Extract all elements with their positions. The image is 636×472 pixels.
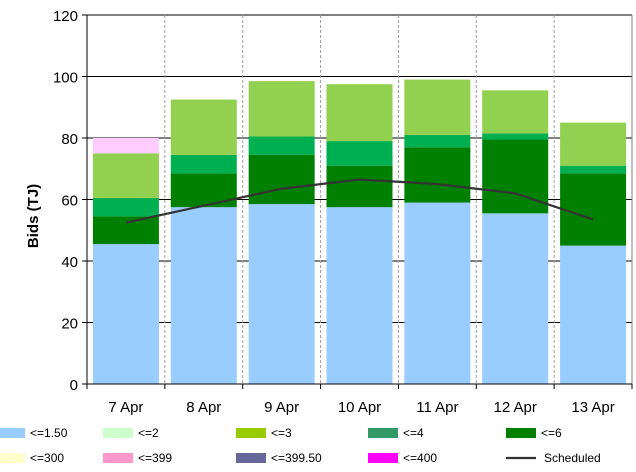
y-tick-label: 60 [61, 193, 78, 210]
legend-swatch [0, 453, 25, 463]
bar-segment [404, 134, 471, 148]
x-tick-label: 10 Apr [338, 399, 381, 416]
legend-swatch [0, 428, 25, 438]
bar-segment [560, 165, 627, 174]
axes: 0 20 40 60 80 100 120 7 Apr 8 Apr 9 Apr 10 Apr 11 A… [53, 8, 633, 416]
bar-segment [248, 136, 315, 155]
legend-label: <=1.50 [30, 426, 68, 440]
bar-segment [404, 79, 471, 135]
bar-segment [560, 122, 627, 166]
bar-segment [482, 213, 549, 384]
x-tick-label: 13 Apr [571, 399, 614, 416]
bar-segment [170, 207, 237, 384]
bar-segment [560, 245, 627, 384]
bar-segment [326, 207, 393, 384]
bar-segment [248, 81, 315, 137]
legend-label: <=399 [138, 451, 172, 465]
legend-swatch [103, 428, 133, 438]
bar-segment [482, 139, 549, 214]
bar-segment [482, 90, 549, 134]
x-tick-label: 11 Apr [416, 399, 458, 416]
legend-swatch [368, 453, 398, 463]
legend-swatch [236, 453, 266, 463]
bar-segment [248, 204, 315, 384]
x-tick-label: 7 Apr [108, 399, 143, 416]
legend: <=1.50 <=2 <=3 <=4 <=6 <=300 <=399 <=399.50 <=40… [0, 426, 601, 465]
y-axis-label: Bids (TJ) [25, 184, 42, 248]
bar-segment [326, 84, 393, 142]
bar-segment [92, 216, 159, 245]
x-tick-label: 8 Apr [186, 399, 221, 416]
legend-label: <=2 [138, 426, 159, 440]
y-tick-label: 20 [61, 316, 78, 333]
legend-label: <=300 [30, 451, 64, 465]
y-tick-label: 100 [53, 70, 78, 87]
bar-segment [92, 138, 159, 154]
legend-label: <=399.50 [271, 451, 322, 465]
legend-label: <=4 [403, 426, 424, 440]
x-tick-label: 12 Apr [494, 399, 537, 416]
bar-segment [92, 244, 159, 384]
bar-segment [170, 154, 237, 174]
bar-segment [482, 133, 549, 140]
y-tick-label: 80 [61, 131, 78, 148]
y-tick-label: 0 [70, 377, 78, 394]
legend-swatch [506, 428, 536, 438]
legend-label: <=6 [541, 426, 562, 440]
legend-swatch [368, 428, 398, 438]
bar-segment [170, 173, 237, 208]
bar-segment [326, 165, 393, 208]
bar-segment [92, 153, 159, 198]
y-tick-label: 40 [61, 254, 78, 271]
legend-swatch [103, 453, 133, 463]
x-tick-label: 9 Apr [264, 399, 299, 416]
legend-label: <=3 [271, 426, 292, 440]
bar-segment [404, 202, 471, 384]
bar-segment [326, 141, 393, 166]
legend-label: <=400 [403, 451, 437, 465]
y-tick-label: 120 [53, 8, 78, 25]
bar-segment [560, 173, 627, 246]
bars [92, 79, 627, 384]
scheduled-line [125, 178, 594, 224]
legend-swatch [236, 428, 266, 438]
bar-segment [404, 147, 471, 203]
bar-segment [92, 197, 159, 217]
scheduled-line-group [125, 178, 594, 224]
legend-label: Scheduled [544, 451, 601, 465]
bar-segment [248, 154, 315, 205]
bar-segment [170, 99, 237, 155]
